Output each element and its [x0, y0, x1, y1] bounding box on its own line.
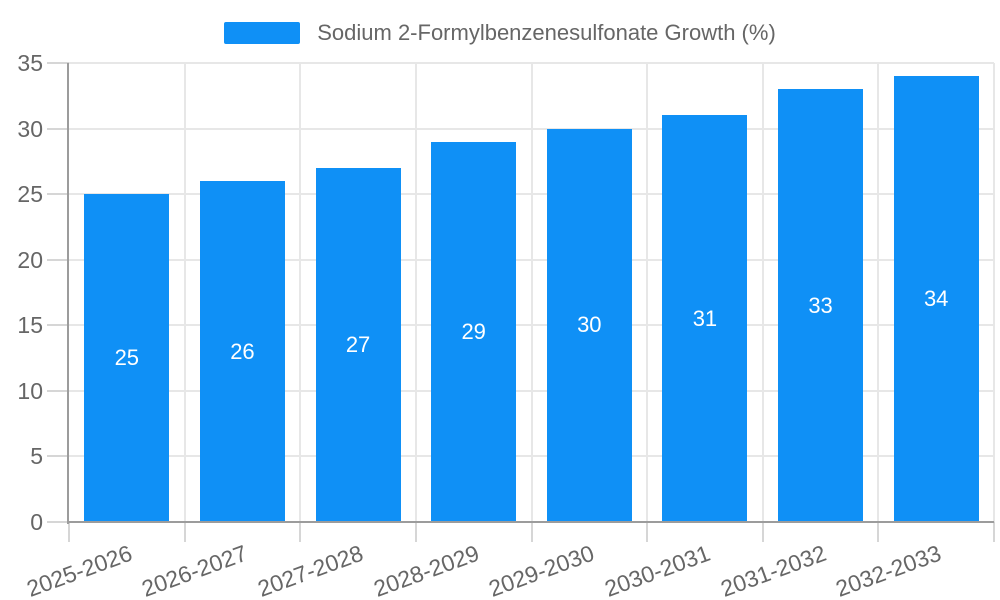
- gridline-vertical: [877, 63, 880, 522]
- gridline-vertical: [761, 63, 764, 522]
- x-axis-tick: [646, 522, 649, 542]
- bar[interactable]: [199, 181, 285, 522]
- y-axis-tick: [47, 389, 69, 392]
- bar-value-label: 25: [114, 345, 140, 371]
- gridline-vertical: [414, 63, 417, 522]
- x-axis-tick: [877, 522, 880, 542]
- gridline-vertical: [993, 63, 995, 522]
- x-axis-line: [69, 521, 994, 523]
- y-axis-label: 20: [17, 246, 43, 273]
- y-axis-tick: [47, 193, 69, 196]
- x-axis-label: 2030-2031: [601, 539, 714, 600]
- y-axis-tick: [47, 127, 69, 130]
- bar[interactable]: [546, 128, 632, 522]
- x-axis-label: 2027-2028: [254, 539, 367, 600]
- x-axis-tick: [414, 522, 417, 542]
- y-axis-label: 30: [17, 115, 43, 142]
- x-axis-tick: [183, 522, 186, 542]
- gridline-vertical: [530, 63, 533, 522]
- bar-value-label: 33: [808, 292, 833, 318]
- gridline-vertical: [299, 63, 302, 522]
- x-axis-label: 2025-2026: [23, 539, 136, 600]
- bar-value-label: 31: [692, 305, 718, 331]
- x-axis-tick: [299, 522, 302, 542]
- y-axis-label: 0: [30, 509, 43, 535]
- legend: Sodium 2-Formylbenzenesulfonate Growth (…: [0, 20, 1000, 46]
- x-axis-tick: [68, 522, 70, 542]
- bar-value-label: 30: [577, 312, 602, 338]
- gridline-vertical: [183, 63, 186, 522]
- legend-swatch: [224, 22, 301, 44]
- y-axis-tick: [47, 521, 69, 523]
- y-axis-tick: [47, 62, 69, 64]
- legend-label: Sodium 2-Formylbenzenesulfonate Growth (…: [317, 20, 776, 45]
- x-axis-tick: [993, 522, 995, 542]
- y-axis-tick: [47, 324, 69, 327]
- x-axis-label: 2032-2033: [832, 539, 945, 600]
- y-axis-tick: [47, 455, 69, 458]
- bar-value-label: 29: [461, 318, 486, 344]
- y-axis-label: 35: [17, 50, 43, 76]
- x-axis-label: 2029-2030: [485, 539, 598, 600]
- x-axis-tick: [761, 522, 764, 542]
- bar[interactable]: [84, 194, 170, 522]
- bar[interactable]: [315, 167, 401, 522]
- y-axis-label: 25: [17, 181, 43, 208]
- gridline-vertical: [646, 63, 649, 522]
- bar-value-label: 34: [923, 286, 949, 312]
- x-axis-label: 2031-2032: [716, 539, 830, 600]
- y-axis-tick: [47, 258, 69, 261]
- y-axis-line: [67, 63, 69, 524]
- x-axis-tick: [530, 522, 533, 542]
- x-axis-label: 2026-2027: [138, 539, 251, 600]
- bar-value-label: 27: [345, 331, 371, 357]
- bar[interactable]: [893, 76, 979, 522]
- legend-item[interactable]: Sodium 2-Formylbenzenesulfonate Growth (…: [224, 20, 776, 46]
- bar[interactable]: [431, 141, 517, 522]
- y-axis-label: 10: [17, 377, 43, 404]
- bar[interactable]: [778, 89, 864, 522]
- y-axis-label: 15: [17, 312, 43, 339]
- x-axis-label: 2028-2029: [369, 539, 483, 600]
- y-axis-label: 5: [30, 443, 43, 470]
- bar[interactable]: [662, 115, 748, 522]
- bar-value-label: 26: [230, 338, 255, 364]
